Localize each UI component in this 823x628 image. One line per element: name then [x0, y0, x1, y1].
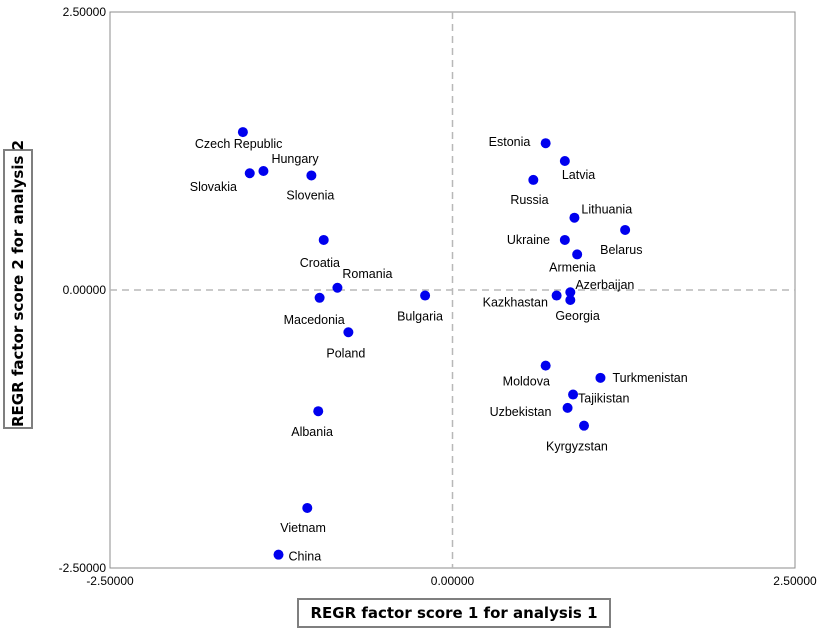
data-point — [559, 156, 570, 167]
data-point — [551, 290, 562, 301]
point-label: Hungary — [271, 152, 319, 166]
point-label: Romania — [342, 267, 392, 281]
point-label: Vietnam — [280, 521, 326, 535]
y-axis-title: REGR factor score 2 for analysis 2 — [3, 140, 33, 429]
point-label: Turkmenistan — [612, 371, 687, 385]
data-point — [565, 295, 576, 306]
data-point — [579, 420, 590, 431]
point-label: Lithuania — [581, 203, 632, 217]
point-label: Bulgaria — [397, 310, 443, 324]
data-point — [318, 234, 329, 245]
data-point — [343, 327, 354, 338]
point-label: Slovakia — [190, 180, 237, 194]
data-point — [306, 170, 317, 181]
data-point — [540, 360, 551, 371]
x-tick-label: -2.50000 — [86, 574, 134, 588]
data-point — [528, 174, 539, 185]
point-label: Uzbekistan — [490, 405, 552, 419]
point-label: Moldova — [503, 375, 550, 389]
data-point — [540, 138, 551, 149]
point-label: Czech Republic — [195, 137, 283, 151]
x-tick-label: 2.50000 — [773, 574, 817, 588]
data-point — [313, 406, 324, 417]
point-label: Belarus — [600, 243, 642, 257]
data-point — [565, 287, 576, 298]
data-point — [314, 292, 325, 303]
data-point — [420, 290, 431, 301]
data-point — [273, 549, 284, 560]
data-point — [569, 212, 580, 223]
data-point — [562, 402, 573, 413]
data-point — [568, 389, 579, 400]
x-axis-title: REGR factor score 1 for analysis 1 — [297, 598, 611, 628]
point-label: Poland — [326, 346, 365, 360]
data-point — [332, 282, 343, 293]
data-point — [620, 224, 631, 235]
point-label: Albania — [291, 425, 333, 439]
y-tick-label: 0.00000 — [63, 283, 107, 297]
data-point — [237, 127, 248, 138]
point-label: Armenia — [549, 260, 596, 274]
data-point — [595, 372, 606, 383]
tick-labels: -2.50000 0.00000 2.50000 2.50000 0.00000 -2.5… — [59, 5, 817, 588]
point-label: Kazkhastan — [483, 296, 548, 310]
plot-area — [109, 11, 796, 569]
point-label: Latvia — [562, 168, 595, 182]
data-points — [237, 127, 631, 560]
point-label: Macedonia — [284, 313, 345, 327]
point-label: Tajikistan — [578, 392, 629, 406]
point-label: Russia — [510, 193, 548, 207]
y-tick-label: -2.50000 — [59, 561, 107, 575]
data-point — [244, 168, 255, 179]
y-tick-label: 2.50000 — [63, 5, 107, 19]
point-label: Croatia — [300, 256, 340, 270]
x-tick-label: 0.00000 — [431, 574, 475, 588]
point-label: Estonia — [489, 135, 531, 149]
data-point — [572, 249, 583, 260]
point-label: China — [289, 550, 322, 564]
data-point — [258, 166, 269, 177]
point-label: Ukraine — [507, 233, 550, 247]
point-label: Slovenia — [286, 188, 334, 202]
point-label: Kyrgyzstan — [546, 440, 608, 454]
data-point — [559, 234, 570, 245]
point-label: Azerbaijan — [575, 278, 634, 292]
data-point — [302, 502, 313, 513]
point-label: Georgia — [555, 309, 600, 323]
